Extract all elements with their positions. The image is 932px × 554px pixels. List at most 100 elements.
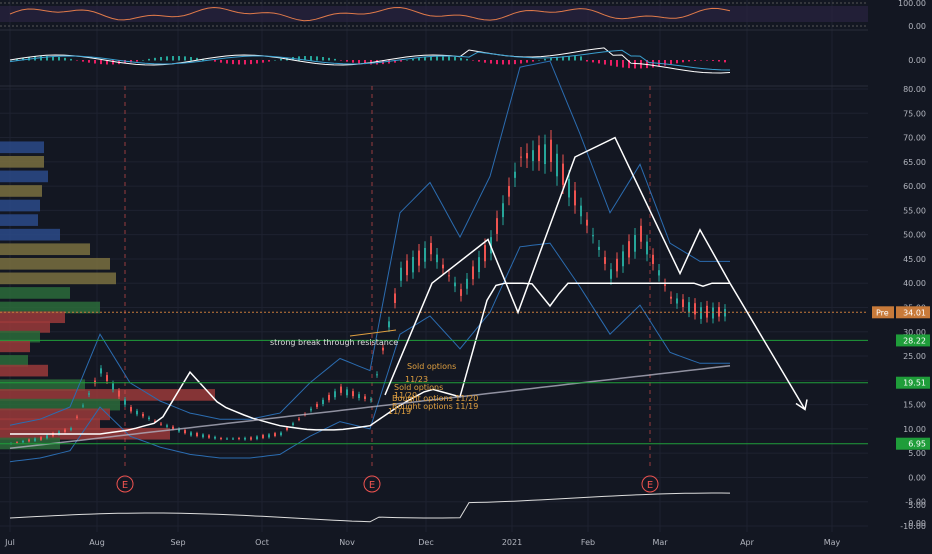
- macd-bar: [556, 56, 558, 61]
- macd-bar: [70, 58, 72, 61]
- price-tick-label: -10.00: [900, 522, 926, 531]
- macd-bar: [334, 58, 336, 61]
- macd-bar: [484, 60, 486, 63]
- price-tick-label: 65.00: [903, 158, 926, 167]
- price-tick-label: -5.00: [905, 498, 926, 507]
- volume-profile-bar: [0, 301, 100, 314]
- price-tick-label: 75.00: [903, 109, 926, 118]
- macd-bar: [598, 60, 600, 64]
- candle-body: [406, 260, 408, 276]
- x-tick-label: Mar: [652, 538, 668, 547]
- candle-body: [436, 254, 438, 263]
- candle-body: [664, 284, 666, 286]
- price-tick-label: 30.00: [903, 328, 926, 337]
- macd-bar: [712, 60, 714, 61]
- macd-bar: [262, 60, 264, 63]
- macd-bar: [328, 57, 330, 61]
- macd-bar: [418, 57, 420, 61]
- macd-bar: [94, 60, 96, 64]
- candle-body: [292, 423, 294, 425]
- candle-body: [424, 248, 426, 262]
- volume-profile-bar: [0, 199, 40, 212]
- macd-bar: [394, 60, 396, 63]
- x-tick-label: Sep: [170, 538, 185, 547]
- moving-average-200: [9, 365, 731, 450]
- rsi-band: [0, 6, 868, 22]
- candle-body: [160, 423, 162, 425]
- candle-body: [700, 307, 702, 319]
- candle-body: [340, 386, 342, 393]
- volume-profile-bar: [0, 243, 90, 256]
- macd-bar: [82, 60, 84, 62]
- candle-body: [220, 438, 222, 440]
- macd-bar: [502, 60, 504, 65]
- rsi-line: [9, 6, 731, 22]
- macd-line: [9, 47, 731, 74]
- macd-bar: [238, 60, 240, 65]
- macd-bar: [316, 56, 318, 61]
- candle-body: [154, 420, 156, 422]
- macd-bar: [184, 56, 186, 61]
- candle-body: [646, 241, 648, 255]
- candle-body: [634, 235, 636, 252]
- macd-bar: [214, 60, 216, 62]
- macd-bar: [664, 60, 666, 66]
- pattern-arrow-head: [795, 399, 808, 411]
- candle-body: [34, 438, 36, 441]
- candle-body: [100, 368, 102, 374]
- macd-bar: [310, 56, 312, 61]
- candle-body: [196, 433, 198, 437]
- candle-body: [298, 418, 300, 420]
- price-pane[interactable]: [0, 60, 868, 470]
- candle-body: [706, 305, 708, 318]
- macd-bar: [622, 60, 624, 68]
- price-tag-value: 34.01: [903, 308, 926, 317]
- candle-body: [526, 153, 528, 159]
- candle-body: [280, 432, 282, 436]
- annotation-text: strong break through resistance: [270, 338, 398, 347]
- macd-bar: [406, 59, 408, 61]
- candle-body: [472, 266, 474, 280]
- macd-bar: [172, 56, 174, 61]
- candle-body: [652, 254, 654, 264]
- rsi-pane: [0, 2, 868, 27]
- volume-profile-bar: [0, 272, 116, 285]
- macd-bar: [538, 59, 540, 61]
- candle-body: [598, 246, 600, 251]
- candle-body: [166, 425, 168, 427]
- macd-bar: [154, 57, 156, 61]
- candle-body: [496, 218, 498, 234]
- x-tick-label: Aug: [89, 538, 105, 547]
- macd-bar: [166, 56, 168, 61]
- macd-bar: [256, 60, 258, 64]
- earnings-marker-label: E: [647, 480, 653, 491]
- candle-body: [466, 278, 468, 289]
- candle-body: [676, 298, 678, 304]
- macd-bar: [274, 59, 276, 61]
- macd-bar: [106, 60, 108, 65]
- candle-body: [442, 264, 444, 269]
- candle-body: [568, 178, 570, 198]
- candle-body: [556, 153, 558, 177]
- x-tick-label: 2021: [502, 538, 522, 547]
- macd-bar: [448, 56, 450, 61]
- macd-bar: [610, 60, 612, 66]
- price-tick-label: 45.00: [903, 255, 926, 264]
- macd-bar: [706, 60, 708, 61]
- macd-bar: [580, 56, 582, 61]
- macd-bar: [514, 60, 516, 65]
- macd-bar: [652, 60, 654, 68]
- macd-bar: [130, 60, 132, 63]
- candle-body: [460, 289, 462, 296]
- price-tick-label: 80.00: [903, 85, 926, 94]
- macd-bar: [100, 60, 102, 65]
- macd-bar: [424, 56, 426, 61]
- macd-bar: [634, 60, 636, 69]
- annotation-arrow: [349, 329, 397, 337]
- earnings-marker-circle: [363, 475, 381, 493]
- candle-body: [58, 431, 60, 435]
- annotation-text: Bought options 11/19: [392, 402, 478, 411]
